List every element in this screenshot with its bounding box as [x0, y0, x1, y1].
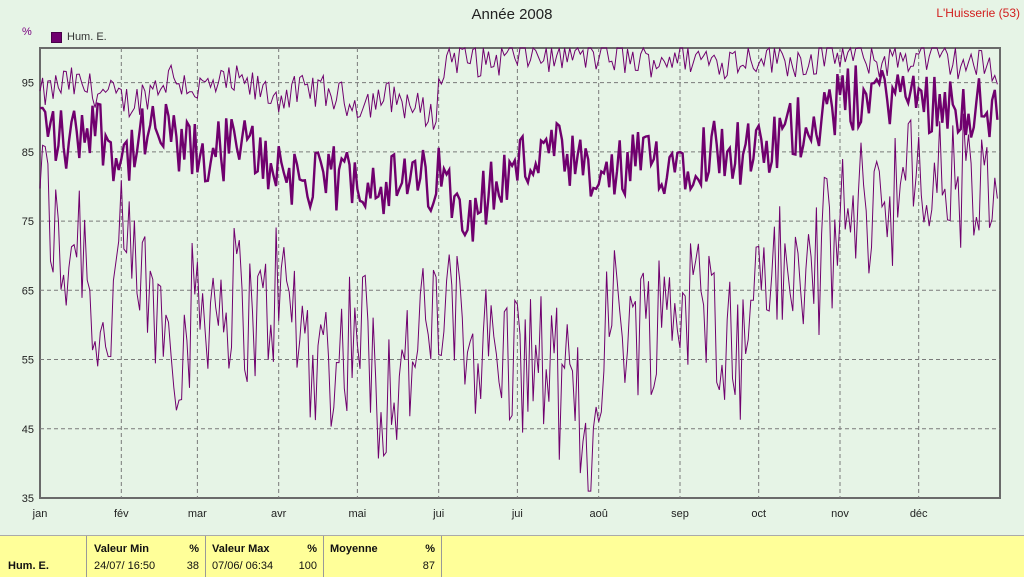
- series-max-line: [39, 46, 998, 130]
- stats-mean-cell: Moyenne % 87: [324, 536, 442, 577]
- plot-area: [39, 47, 1001, 499]
- humidity-chart: 35 45 55 65 75 85 95 jan fév mar avr mai jui jui aoû s…: [22, 46, 1001, 520]
- max-header: Valeur Max: [212, 543, 270, 555]
- min-time: 24/07/ 16:50: [94, 560, 156, 572]
- x-tick-label: mar: [188, 508, 207, 520]
- mean-header: Moyenne: [330, 543, 378, 555]
- min-value: 38: [186, 560, 199, 572]
- x-axis-ticks: jan fév mar avr mai jui jui aoû sep oct nov déc: [32, 508, 928, 520]
- series-min-line: [39, 113, 998, 492]
- legend: Hum. E.: [51, 31, 107, 43]
- x-tick-label: jui: [511, 508, 523, 520]
- x-tick-label: fév: [114, 508, 129, 520]
- max-value: 100: [298, 560, 317, 572]
- y-unit-label: %: [22, 26, 32, 38]
- x-tick-label: déc: [910, 508, 928, 520]
- y-tick-label: 95: [22, 78, 34, 90]
- stats-series-label: Hum. E.: [8, 560, 49, 572]
- y-tick-label: 65: [22, 285, 34, 297]
- min-header: Valeur Min: [94, 543, 150, 555]
- x-tick-label: oct: [751, 508, 766, 520]
- stats-max-cell: Valeur Max % 07/06/ 06:34 100: [206, 536, 324, 577]
- y-tick-label: 45: [22, 424, 34, 436]
- legend-label: Hum. E.: [67, 31, 107, 43]
- series-lines: [39, 46, 999, 492]
- min-unit: %: [189, 543, 199, 555]
- stats-series-cell: Hum. E.: [0, 536, 87, 577]
- station-label: L'Huisserie (53): [936, 6, 1020, 20]
- mean-value: 87: [422, 560, 435, 572]
- y-tick-label: 35: [22, 493, 34, 505]
- legend-swatch: [51, 31, 62, 43]
- stats-footer: Hum. E. Valeur Min % 24/07/ 16:50 38 Val…: [0, 535, 1024, 577]
- max-time: 07/06/ 06:34: [212, 560, 274, 572]
- y-axis-ticks: 35 45 55 65 75 85 95: [22, 78, 34, 505]
- y-tick-label: 75: [22, 216, 34, 228]
- y-tick-label: 55: [22, 355, 34, 367]
- max-unit: %: [307, 543, 317, 555]
- series-mean-line: [39, 65, 999, 242]
- mean-unit: %: [425, 543, 435, 555]
- x-tick-label: sep: [671, 508, 689, 520]
- x-tick-label: nov: [831, 508, 849, 520]
- chart-title: Année 2008: [471, 6, 553, 23]
- x-tick-label: avr: [271, 508, 287, 520]
- x-tick-label: mai: [349, 508, 367, 520]
- x-tick-label: jui: [432, 508, 444, 520]
- y-tick-label: 85: [22, 147, 34, 159]
- x-tick-label: jan: [32, 508, 48, 520]
- x-tick-label: aoû: [590, 508, 608, 520]
- stats-min-cell: Valeur Min % 24/07/ 16:50 38: [87, 536, 206, 577]
